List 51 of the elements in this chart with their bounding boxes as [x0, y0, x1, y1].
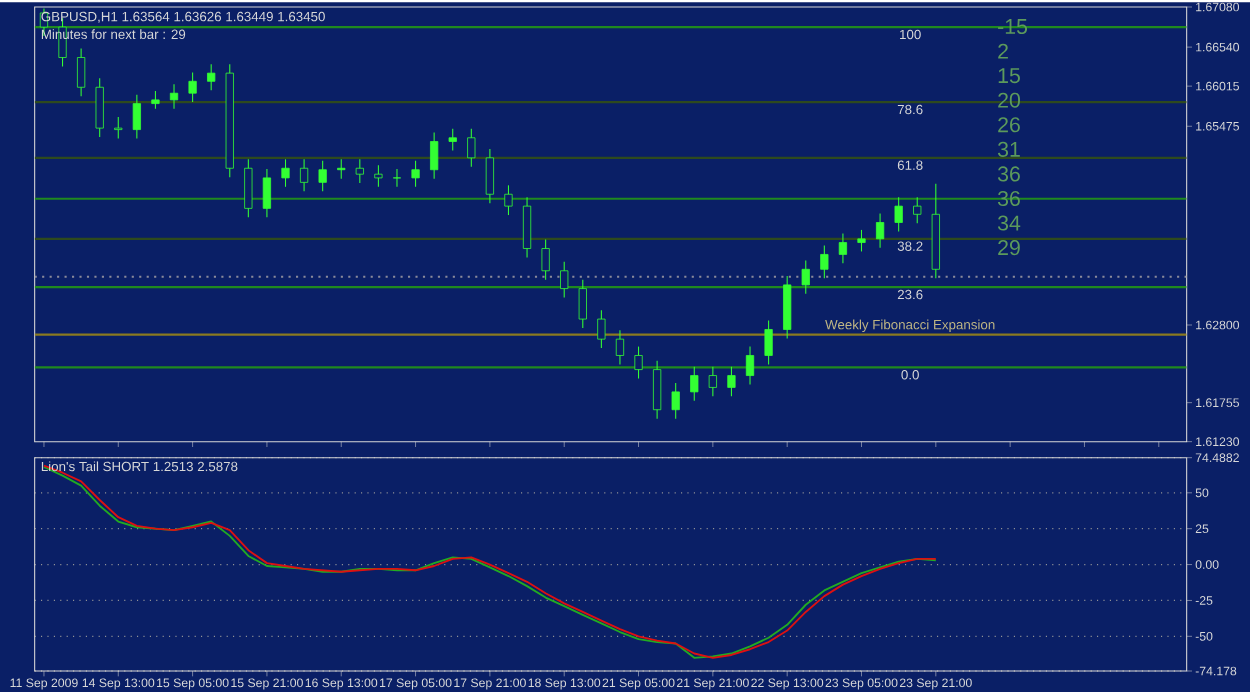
candlestick: [857, 229, 866, 252]
candlestick: [337, 158, 346, 180]
candlestick: [77, 47, 86, 97]
candlestick: [615, 329, 625, 365]
candlestick: [188, 71, 197, 103]
candlestick: [671, 382, 680, 420]
candlestick: [281, 158, 290, 188]
candlestick: [801, 259, 810, 295]
candlestick: [132, 93, 141, 139]
candlestick: [913, 196, 922, 224]
candlestick: [820, 244, 829, 279]
candlestick: [838, 232, 848, 264]
candlestick: [430, 131, 439, 180]
candlestick: [411, 160, 420, 188]
candlestick: [522, 196, 532, 258]
candlestick: [783, 275, 792, 339]
candlestick: [374, 164, 383, 188]
candlestick: [318, 160, 327, 192]
candlestick: [541, 238, 550, 281]
candlestick: [392, 168, 402, 188]
candlestick: [727, 365, 736, 397]
candlestick: [578, 278, 587, 329]
candlestick: [504, 184, 513, 216]
candlestick: [448, 128, 457, 151]
candlestick: [745, 345, 755, 385]
candlestick: [244, 158, 253, 218]
candlestick: [467, 128, 476, 168]
annotation: 15: [998, 68, 1020, 83]
candlestick: [114, 116, 123, 139]
candlestick: [207, 63, 216, 91]
annotation: 36: [997, 166, 1020, 182]
candlestick: [690, 365, 699, 402]
annotation: 31: [997, 141, 1020, 157]
annotation: 29: [998, 239, 1020, 255]
candlestick: [597, 309, 606, 349]
candlestick: [708, 365, 717, 397]
annotation: 34: [997, 215, 1021, 231]
candlestick: [634, 345, 643, 379]
annotation: 26: [998, 117, 1020, 133]
candlestick: [299, 158, 309, 192]
candlestick: [95, 77, 104, 138]
candlestick: [485, 148, 494, 204]
candlestick: [560, 261, 569, 298]
candlestick: [169, 83, 179, 110]
candlestick: [262, 168, 272, 218]
candlestick: [764, 319, 773, 365]
candlestick: [875, 212, 885, 249]
annotation: 2: [998, 43, 1008, 59]
candlestick: [894, 196, 903, 232]
candlestick: [355, 158, 364, 184]
candlestick: [653, 359, 662, 420]
